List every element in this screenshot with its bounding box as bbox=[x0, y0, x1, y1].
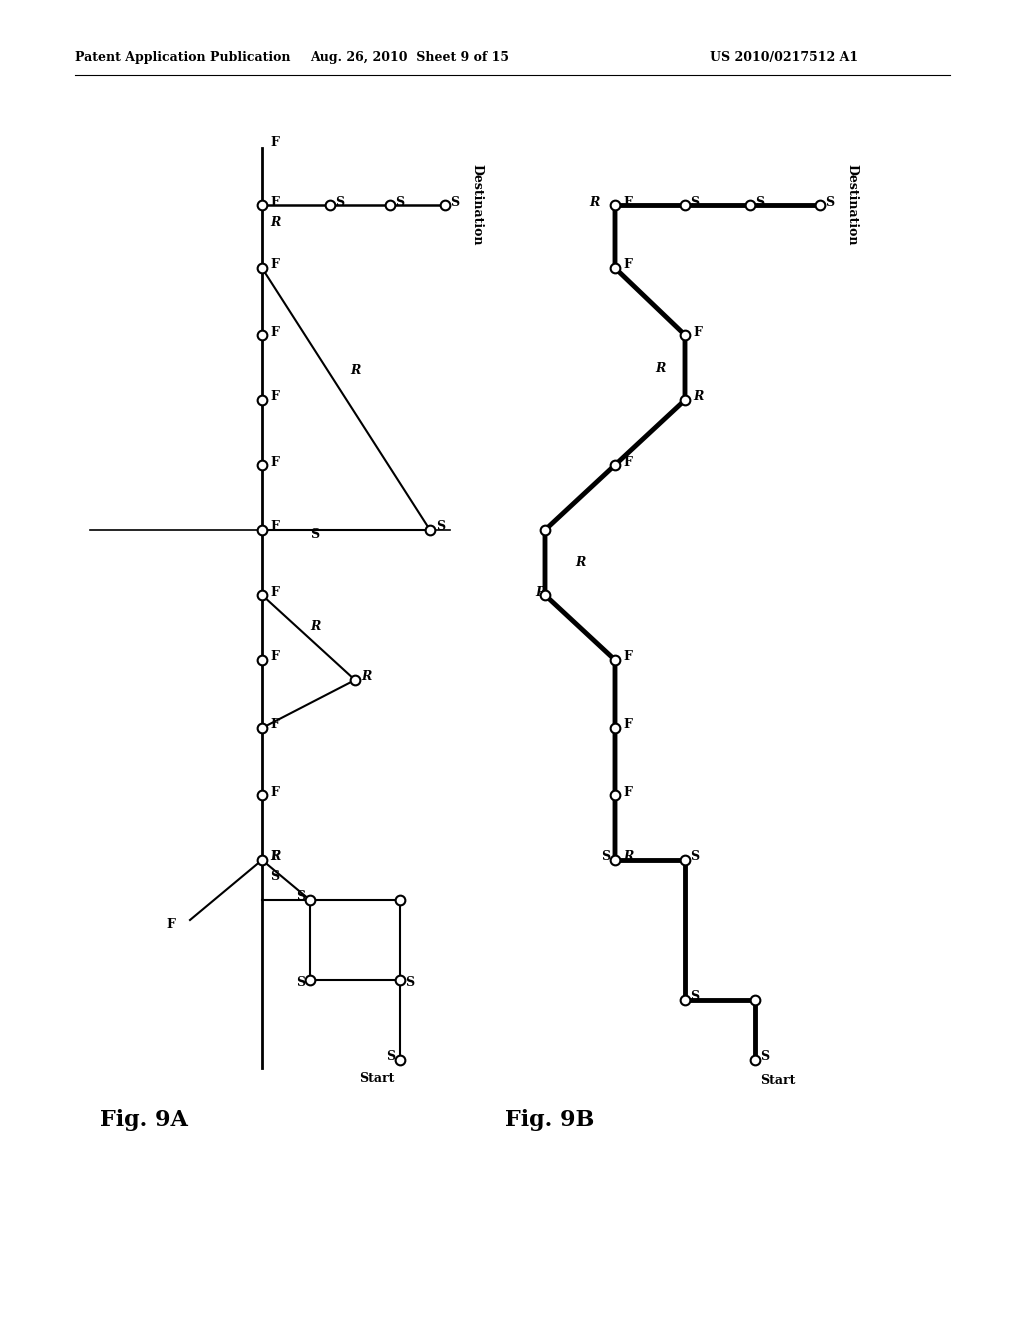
Text: S: S bbox=[296, 891, 305, 903]
Text: S: S bbox=[450, 195, 459, 209]
Text: Patent Application Publication: Patent Application Publication bbox=[75, 51, 291, 65]
Text: F: F bbox=[270, 850, 279, 863]
Text: S: S bbox=[825, 195, 835, 209]
Text: F: F bbox=[623, 455, 632, 469]
Text: S: S bbox=[310, 528, 319, 541]
Text: R: R bbox=[350, 363, 360, 376]
Text: F: F bbox=[270, 455, 279, 469]
Text: S: S bbox=[690, 850, 699, 863]
Text: S: S bbox=[335, 195, 344, 209]
Text: Fig. 9B: Fig. 9B bbox=[505, 1109, 594, 1131]
Text: Destination: Destination bbox=[845, 164, 858, 246]
Text: Aug. 26, 2010  Sheet 9 of 15: Aug. 26, 2010 Sheet 9 of 15 bbox=[310, 51, 510, 65]
Text: Start: Start bbox=[359, 1072, 395, 1085]
Text: R: R bbox=[693, 391, 703, 404]
Text: R: R bbox=[575, 556, 586, 569]
Text: F: F bbox=[270, 326, 279, 338]
Text: R: R bbox=[623, 850, 634, 863]
Text: F: F bbox=[270, 136, 279, 149]
Text: F: F bbox=[693, 326, 701, 338]
Text: F: F bbox=[623, 259, 632, 272]
Text: R: R bbox=[270, 215, 281, 228]
Text: F: F bbox=[270, 195, 279, 209]
Text: S: S bbox=[270, 870, 280, 883]
Text: R: R bbox=[361, 671, 372, 684]
Text: S: S bbox=[436, 520, 445, 533]
Text: R: R bbox=[535, 586, 546, 598]
Text: F: F bbox=[623, 195, 632, 209]
Text: S: S bbox=[690, 990, 699, 1003]
Text: S: S bbox=[386, 1051, 395, 1064]
Text: F: F bbox=[270, 520, 279, 533]
Text: S: S bbox=[395, 195, 404, 209]
Text: R: R bbox=[655, 362, 666, 375]
Text: F: F bbox=[623, 785, 632, 799]
Text: F: F bbox=[623, 718, 632, 731]
Text: F: F bbox=[270, 586, 279, 598]
Text: F: F bbox=[270, 785, 279, 799]
Text: F: F bbox=[270, 718, 279, 731]
Text: S: S bbox=[690, 195, 699, 209]
Text: S: S bbox=[755, 195, 764, 209]
Text: F: F bbox=[270, 259, 279, 272]
Text: F: F bbox=[270, 391, 279, 404]
Text: F: F bbox=[270, 651, 279, 664]
Text: US 2010/0217512 A1: US 2010/0217512 A1 bbox=[710, 51, 858, 65]
Text: F: F bbox=[623, 651, 632, 664]
Text: R: R bbox=[270, 850, 281, 863]
Text: R: R bbox=[590, 195, 600, 209]
Text: R: R bbox=[310, 620, 321, 634]
Text: S: S bbox=[296, 977, 305, 990]
Text: Start: Start bbox=[760, 1073, 796, 1086]
Text: S: S bbox=[406, 977, 414, 990]
Text: S: S bbox=[601, 850, 610, 863]
Text: F: F bbox=[166, 917, 175, 931]
Text: S: S bbox=[760, 1051, 769, 1064]
Text: Destination: Destination bbox=[470, 164, 483, 246]
Text: Fig. 9A: Fig. 9A bbox=[100, 1109, 187, 1131]
